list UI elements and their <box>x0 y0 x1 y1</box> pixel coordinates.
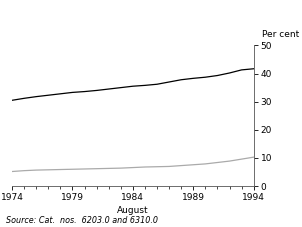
Males <box>83 168 86 170</box>
Text: Per cent: Per cent <box>262 30 299 39</box>
Males <box>131 166 135 169</box>
Females <box>131 85 135 88</box>
Females <box>228 72 231 74</box>
Males <box>107 167 111 170</box>
Females <box>143 84 147 87</box>
Males <box>240 158 243 160</box>
Females <box>119 86 123 89</box>
Females <box>22 97 26 100</box>
Males <box>228 160 231 163</box>
Females <box>71 91 74 94</box>
Males <box>119 167 123 170</box>
Females <box>167 81 171 83</box>
Text: Source: Cat.  nos.  6203.0 and 6310.0: Source: Cat. nos. 6203.0 and 6310.0 <box>6 216 158 225</box>
Females <box>95 89 98 92</box>
Males <box>167 165 171 168</box>
Males <box>216 161 219 164</box>
Males <box>59 168 62 171</box>
Females <box>179 78 183 81</box>
Females <box>59 92 62 95</box>
Females <box>83 90 86 93</box>
Females <box>216 74 219 77</box>
Line: Males: Males <box>12 157 254 172</box>
Females <box>240 69 243 71</box>
Males <box>10 170 14 173</box>
Females <box>107 88 111 90</box>
Males <box>22 169 26 172</box>
Females <box>10 99 14 102</box>
Females <box>155 83 159 86</box>
Males <box>34 169 38 171</box>
Males <box>95 167 98 170</box>
Males <box>252 156 255 158</box>
Females <box>252 67 255 70</box>
Line: Females: Females <box>12 69 254 100</box>
Males <box>179 164 183 167</box>
X-axis label: August: August <box>117 206 149 215</box>
Males <box>191 163 195 166</box>
Males <box>71 168 74 171</box>
Females <box>191 77 195 80</box>
Males <box>155 165 159 168</box>
Males <box>143 166 147 168</box>
Males <box>204 163 207 165</box>
Females <box>47 94 50 96</box>
Females <box>204 76 207 79</box>
Males <box>47 168 50 171</box>
Females <box>34 95 38 98</box>
